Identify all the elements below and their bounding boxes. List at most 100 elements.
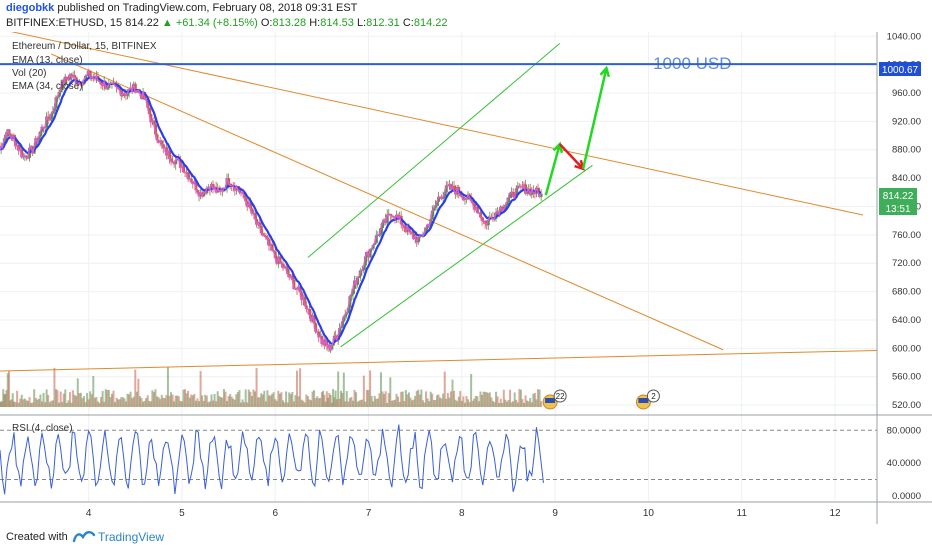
volume-bar [400,391,403,407]
candle-body [353,280,357,289]
volume-bar [454,399,457,407]
volume-bar [75,396,78,407]
volume-bar [373,395,376,407]
volume-bar [224,391,227,407]
candle-body [20,149,24,158]
volume-bar [420,389,423,407]
volume-bar [6,373,9,407]
volume-bar [254,391,257,407]
volume-bar [437,394,440,407]
indicator-ema34[interactable]: EMA (34, close) [12,81,83,92]
volume-bar [157,397,160,407]
volume-bar [221,397,224,407]
rsi-title[interactable]: RSI (4, close) [12,423,73,434]
candle-body [253,213,257,219]
volume-bar [115,397,118,407]
volume-bar [440,398,443,407]
candle-body [250,208,254,214]
volume-bar [518,389,521,407]
volume-bar [25,400,28,407]
candle-body [119,90,123,96]
volume-bar [135,391,138,407]
volume-bar [121,397,124,407]
volume-bar [311,391,314,407]
volume-bar [341,392,344,407]
volume-bar [92,375,95,407]
open-label: O: [260,17,273,29]
volume-bar [527,401,530,407]
candle-body [500,206,504,211]
volume-bar [272,392,275,407]
indicator-ema13[interactable]: EMA (13, close) [12,55,83,66]
volume-bar [100,396,103,407]
time-axis[interactable]: 4 5 6 7 8 9 10 11 12 [86,508,841,519]
volume-bar [190,394,193,407]
candle-body [290,275,294,280]
volume-bar [210,394,213,407]
volume-bar [22,399,25,407]
volume-bar [222,389,225,407]
volume-bar [505,401,508,407]
volume-bar [288,392,291,407]
candle-body [469,197,473,202]
volume-bar [0,401,3,407]
candle-body [60,79,64,91]
price-badge-1000-text: 1000.67 [882,65,919,76]
chart-canvas[interactable]: 222 1000 USD 1040.001000.00960.00920.008… [0,32,932,524]
volume-bar [532,393,535,407]
volume-bar [34,397,37,407]
trend-line-descending-resistance [10,32,864,216]
volume-bar [386,402,389,407]
candle-body [88,70,92,78]
volume-bar [176,395,179,407]
volume-bar [393,399,396,407]
volume-bar [124,401,127,407]
volume-bar [86,393,89,407]
tradingview-brand[interactable]: TradingView [98,530,165,544]
volume-bar [159,399,162,407]
author-name[interactable]: diegobkk [6,2,55,14]
volume-bar [8,370,11,407]
volume-bar [398,401,401,407]
volume-bar [166,367,169,407]
candle-body [133,83,137,93]
candle-body [174,160,178,165]
candle-body [199,192,203,197]
volume-bar [275,400,278,407]
volume-bar [263,390,266,407]
volume-bar [23,398,26,407]
volume-bar [364,401,367,407]
volume-bar [353,389,356,407]
volume-bar [289,394,292,407]
candle-body [379,227,383,235]
candle-body [508,192,512,198]
volume-bar [426,398,429,407]
indicator-vol[interactable]: Vol (20) [12,68,46,79]
price-tick-label: 880.00 [892,145,921,156]
volume-bar [316,396,319,407]
volume-bar [359,399,362,407]
volume-bar [179,400,182,407]
volume-bar [107,389,110,407]
volume-bar [484,391,487,407]
candle-body [480,217,484,221]
volume-bar [519,389,522,407]
volume-bar [278,393,281,407]
volume-bar [327,397,330,407]
candle-body [415,236,419,243]
candle-body [348,296,352,308]
volume-bar [313,390,316,407]
volume-bar [67,400,70,407]
volume-bar [216,391,219,407]
volume-bar [291,392,294,407]
volume-bar [82,396,85,407]
volume-bar [533,392,536,407]
candle-body [197,192,201,197]
volume-bar [383,393,386,407]
candle-body [351,288,355,295]
volume-bar [482,391,485,407]
volume-bar [244,389,247,407]
volume-bar [378,393,381,407]
volume-bar [323,394,326,407]
candle-body [478,212,482,218]
